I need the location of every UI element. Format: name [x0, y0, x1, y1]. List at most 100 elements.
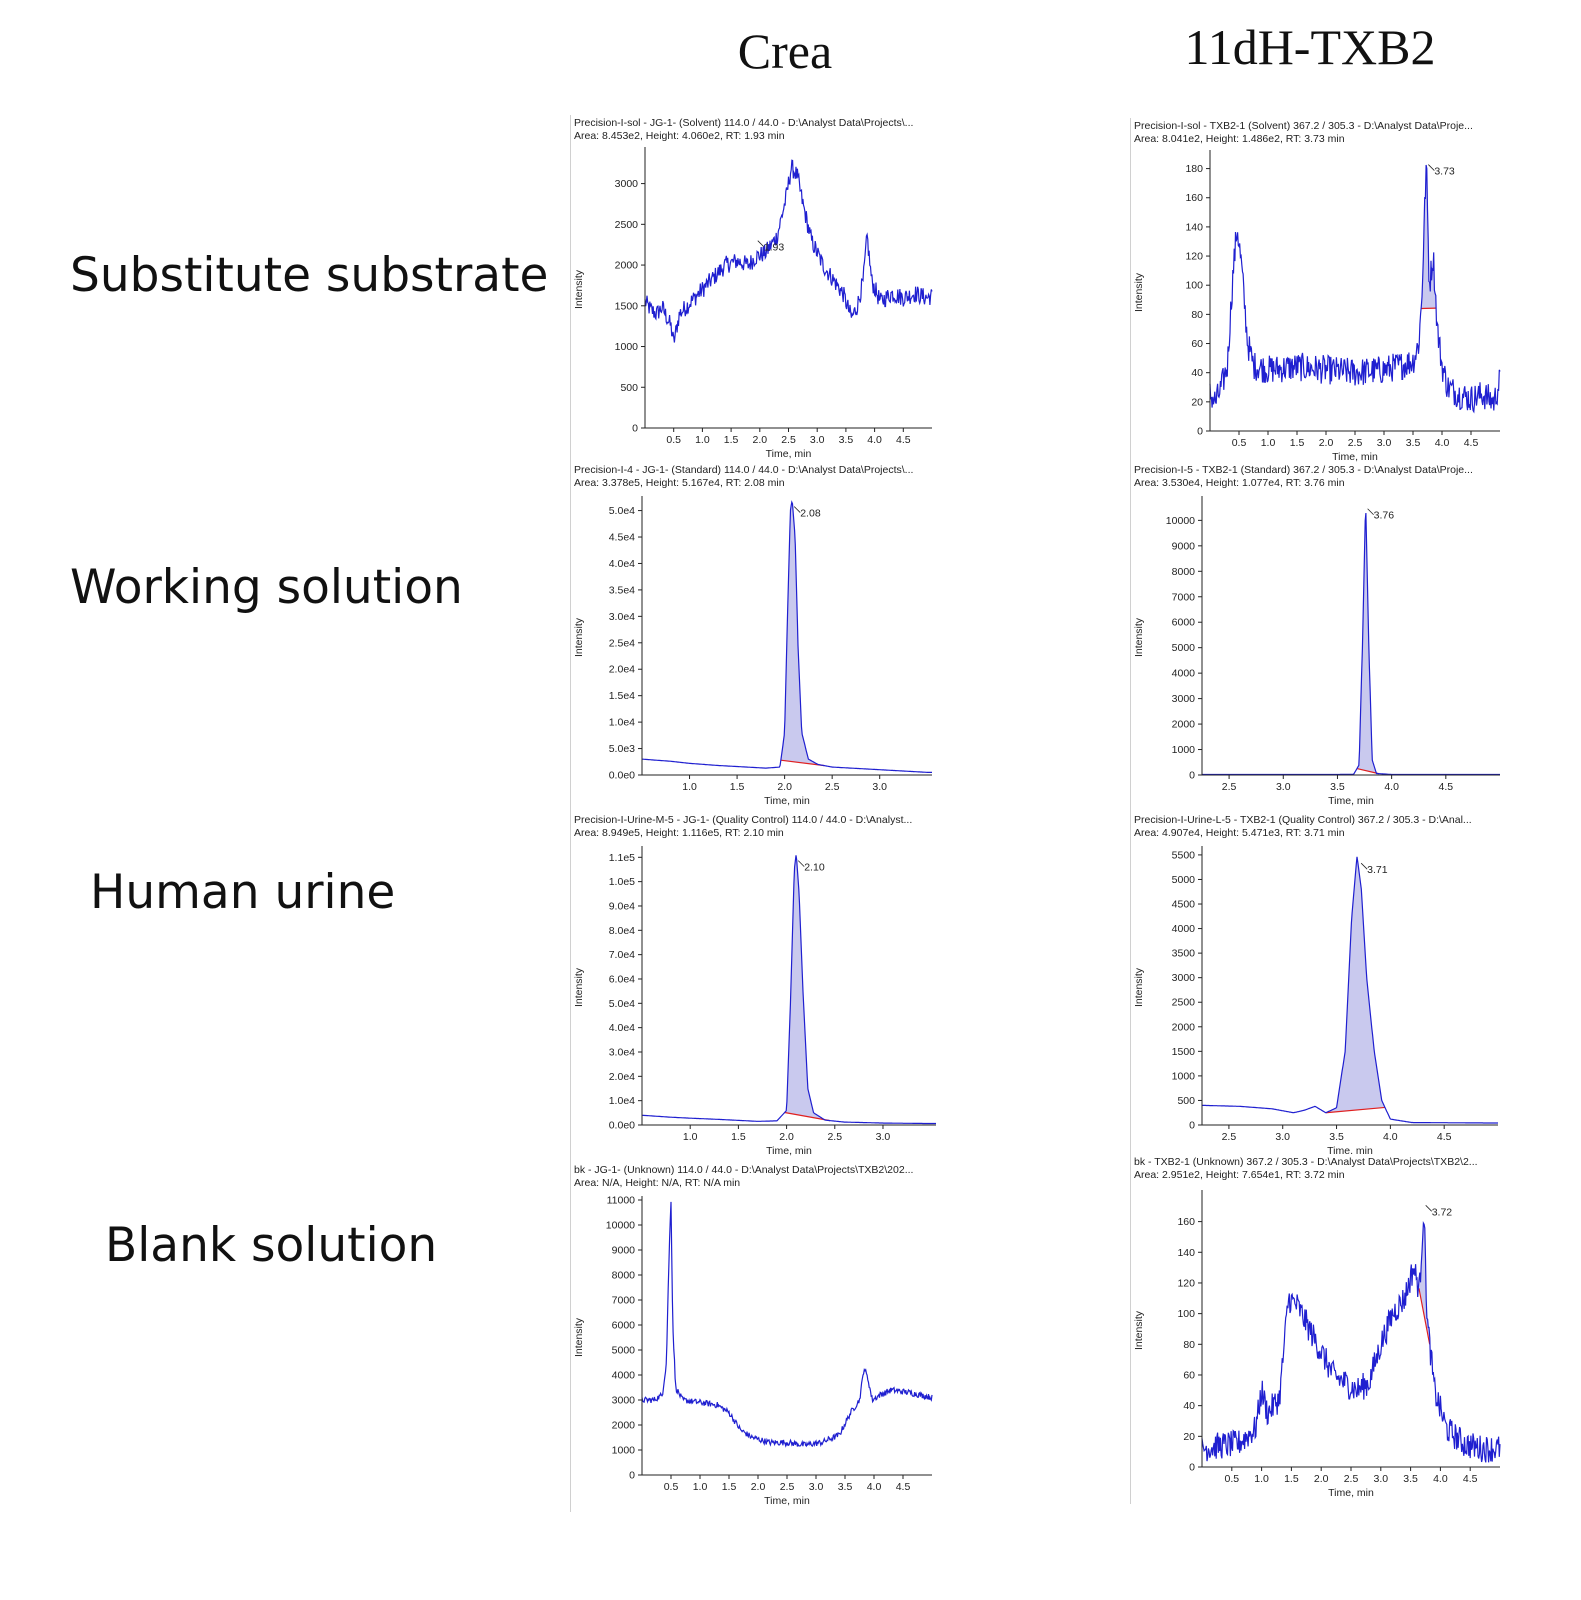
- peak-marker: [1360, 862, 1368, 870]
- y-tick-label: 1000: [1172, 1070, 1196, 1082]
- x-tick-label: 2.0: [752, 434, 767, 446]
- y-tick-label: 7000: [1172, 591, 1196, 603]
- y-tick-label: 2000: [615, 260, 639, 272]
- y-tick-label: 9.0e4: [609, 900, 635, 912]
- y-tick-label: 0: [632, 423, 638, 435]
- chromatogram-header-stats: Area: N/A, Height: N/A, RT: N/A min: [574, 1177, 741, 1189]
- peak-area-fill: [1357, 513, 1379, 774]
- y-tick-label: 3000: [615, 178, 639, 190]
- y-tick-label: 8000: [612, 1270, 636, 1282]
- chromatogram-svg: 0 500 1000 1500 2000 2500 3000 0.5 1.0 1.5 2.0 2.5 3…: [573, 147, 933, 460]
- x-tick-label: 2.5: [1348, 437, 1363, 449]
- y-tick-label: 4.0e4: [609, 1022, 635, 1034]
- x-tick-label: 4.5: [1464, 437, 1479, 449]
- x-tick-label: 3.0: [1275, 1131, 1290, 1143]
- x-tick-label: 0.5: [666, 434, 681, 446]
- x-tick-label: 4.0: [1384, 781, 1399, 793]
- x-tick-label: 1.0: [1254, 1473, 1269, 1485]
- y-tick-label: 1000: [1172, 744, 1196, 756]
- panel-border: [570, 1162, 571, 1512]
- chromatogram-header-stats: Area: 3.530e4, Height: 1.077e4, RT: 3.76…: [1134, 477, 1345, 489]
- x-tick-label: 2.5: [827, 1131, 842, 1143]
- y-tick-label: 3500: [1172, 948, 1196, 960]
- row-label-human-urine: Human urine: [90, 865, 396, 920]
- peak-rt-label: 3.76: [1374, 510, 1395, 522]
- y-tick-label: 140: [1177, 1247, 1195, 1259]
- x-tick-label: 1.5: [731, 1131, 746, 1143]
- x-axis-label: Time, min: [764, 1495, 810, 1507]
- chromatogram-panel: Precision-I-5 - TXB2-1 (Standard) 367.2 …: [1130, 462, 1502, 812]
- x-tick-label: 4.5: [1463, 1473, 1478, 1485]
- y-tick-label: 5000: [1172, 642, 1196, 654]
- y-tick-label: 4.5e4: [609, 532, 635, 544]
- y-tick-label: 4000: [1172, 923, 1196, 935]
- y-tick-label: 8000: [1172, 566, 1196, 578]
- chromatogram-header-title: bk - JG-1- (Unknown) 114.0 / 44.0 - D:\A…: [574, 1164, 914, 1176]
- y-tick-label: 10000: [606, 1220, 635, 1232]
- x-tick-label: 0.5: [1224, 1473, 1239, 1485]
- x-tick-label: 3.5: [838, 1481, 853, 1493]
- y-tick-label: 11000: [607, 1195, 636, 1207]
- x-tick-label: 4.5: [896, 434, 911, 446]
- x-axis-label: Time, min: [1332, 451, 1378, 463]
- y-tick-label: 1.1e5: [609, 852, 635, 864]
- y-tick-label: 1000: [615, 341, 639, 353]
- y-tick-label: 2000: [612, 1420, 636, 1432]
- x-tick-label: 4.0: [867, 1481, 882, 1493]
- row-label-substitute-substrate: Substitute substrate: [70, 248, 549, 303]
- chromatogram-trace: [1202, 512, 1500, 776]
- chromatogram-trace: [1202, 856, 1498, 1124]
- y-axis-label: Intensity: [1133, 1310, 1145, 1350]
- x-tick-label: 1.5: [722, 1481, 737, 1493]
- y-tick-label: 6000: [1172, 617, 1196, 629]
- panel-border: [570, 115, 571, 463]
- x-tick-label: 2.5: [825, 781, 840, 793]
- y-axis-label: Intensity: [1133, 967, 1145, 1007]
- x-tick-label: 3.5: [839, 434, 854, 446]
- y-tick-label: 6.0e4: [609, 973, 635, 985]
- x-tick-label: 1.0: [682, 781, 697, 793]
- y-axis-label: Intensity: [573, 269, 585, 309]
- y-tick-label: 5.0e4: [609, 505, 635, 517]
- peak-baseline: [1325, 1106, 1386, 1114]
- y-tick-label: 1500: [1172, 1046, 1196, 1058]
- chromatogram-trace: [1209, 164, 1501, 414]
- y-tick-label: 500: [620, 382, 638, 394]
- x-tick-label: 1.5: [730, 781, 745, 793]
- y-tick-label: 8.0e4: [609, 925, 635, 937]
- y-tick-label: 3000: [612, 1395, 636, 1407]
- y-tick-label: 80: [1191, 309, 1203, 321]
- y-tick-label: 0.0e0: [609, 770, 635, 782]
- y-axis-label: Intensity: [573, 617, 585, 657]
- x-tick-label: 2.0: [751, 1481, 766, 1493]
- x-tick-label: 2.0: [777, 781, 792, 793]
- y-tick-label: 2500: [615, 219, 639, 231]
- chromatogram-svg: 0 500 1000 1500 2000 2500 3000 3500 4000 4500 5000…: [1133, 846, 1498, 1157]
- x-axis-label: Time, min: [766, 1145, 812, 1157]
- chromatogram-trace: [641, 500, 932, 773]
- y-tick-label: 3000: [1172, 693, 1196, 705]
- x-tick-label: 3.0: [1373, 1473, 1388, 1485]
- x-tick-label: 0.5: [1232, 437, 1247, 449]
- y-tick-label: 3000: [1172, 972, 1196, 984]
- peak-marker: [1428, 164, 1435, 171]
- x-tick-label: 2.5: [781, 434, 796, 446]
- col-title-txb2: 11dH-TXB2: [1184, 19, 1436, 75]
- y-tick-label: 0: [1189, 1462, 1195, 1474]
- x-tick-label: 0.5: [664, 1481, 679, 1493]
- y-tick-label: 60: [1183, 1369, 1195, 1381]
- peak-marker: [1425, 1205, 1432, 1212]
- y-tick-label: 0: [1189, 770, 1195, 782]
- y-tick-label: 5.0e3: [609, 743, 635, 755]
- x-tick-label: 3.5: [1330, 781, 1345, 793]
- y-tick-label: 4000: [612, 1370, 636, 1382]
- y-tick-label: 80: [1183, 1339, 1195, 1351]
- chromatogram-header-title: Precision-I-4 - JG-1- (Standard) 114.0 /…: [574, 464, 914, 476]
- y-tick-label: 1500: [615, 300, 639, 312]
- x-tick-label: 2.0: [779, 1131, 794, 1143]
- y-tick-label: 9000: [1172, 540, 1196, 552]
- chromatogram-panel: Precision-I-Urine-L-5 - TXB2-1 (Quality …: [1130, 812, 1502, 1162]
- x-tick-label: 3.5: [1329, 1131, 1344, 1143]
- peak-baseline: [780, 759, 825, 767]
- chromatogram-header-stats: Area: 2.951e2, Height: 7.654e1, RT: 3.72…: [1134, 1169, 1345, 1181]
